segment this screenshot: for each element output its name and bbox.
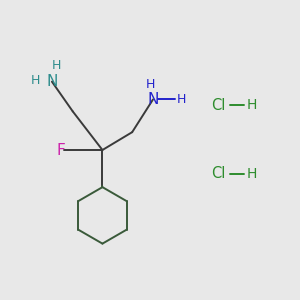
- Text: Cl: Cl: [211, 166, 226, 181]
- Text: N: N: [46, 74, 58, 89]
- Text: H: H: [31, 74, 40, 87]
- Text: H: H: [52, 59, 61, 72]
- Text: H: H: [177, 93, 187, 106]
- Text: H: H: [247, 167, 257, 181]
- Text: H: H: [247, 98, 257, 112]
- Text: F: F: [56, 142, 65, 158]
- Text: H: H: [145, 78, 155, 91]
- Text: N: N: [147, 92, 159, 107]
- Text: Cl: Cl: [211, 98, 226, 113]
